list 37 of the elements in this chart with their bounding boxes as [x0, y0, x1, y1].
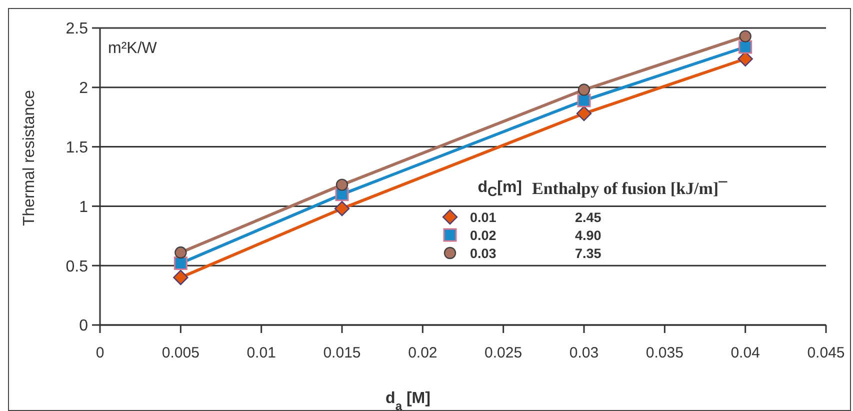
- legend-label: 0.02: [470, 228, 498, 242]
- y-tick-label: 1.5: [66, 139, 88, 156]
- y-tick-label: 0: [79, 318, 88, 335]
- x-tick-label: 0.025: [484, 344, 522, 362]
- point: [334, 200, 350, 216]
- y-axis-title: Thermal resistance: [21, 90, 38, 226]
- x-tick-label: 0.005: [162, 344, 200, 362]
- x-tick-label: 0: [96, 344, 104, 362]
- y-tick-label: 0.5: [66, 258, 88, 276]
- point: [738, 40, 752, 54]
- y-tick-label: 2.5: [66, 20, 88, 38]
- x-tick-label: 0.015: [323, 344, 361, 362]
- legend-label: 0.03: [470, 246, 498, 260]
- point: [578, 84, 590, 96]
- annotation: 2.45: [575, 210, 602, 224]
- point: [739, 30, 752, 42]
- y-tick-label: 2: [79, 80, 88, 98]
- legend-title: d$_{C}$[m]: [476, 179, 522, 200]
- annotation: m²K/W: [108, 40, 157, 58]
- point: [576, 106, 592, 122]
- point: [174, 246, 187, 259]
- x-tick-label: 0.03: [569, 344, 599, 362]
- annotation: 7.35: [575, 246, 602, 260]
- point: [336, 178, 348, 191]
- legend-label: 0.01: [470, 210, 498, 224]
- point: [174, 256, 188, 270]
- x-tick-label: 0.035: [646, 344, 684, 362]
- x-tick-label: 0.02: [408, 344, 438, 362]
- x-axis-title: d$_{a}$ [M]: [386, 390, 430, 411]
- point: [173, 270, 188, 286]
- x-tick-label: 0.01: [246, 344, 276, 362]
- x-tick-label: 0.04: [730, 344, 760, 362]
- y-tick-label: 1: [79, 198, 88, 216]
- point: [577, 94, 591, 108]
- annotation: Enthalpy of fusion [kJ/m]¯: [532, 179, 728, 199]
- x-tick-label: 0.045: [807, 344, 845, 362]
- annotation: 4.90: [575, 228, 602, 242]
